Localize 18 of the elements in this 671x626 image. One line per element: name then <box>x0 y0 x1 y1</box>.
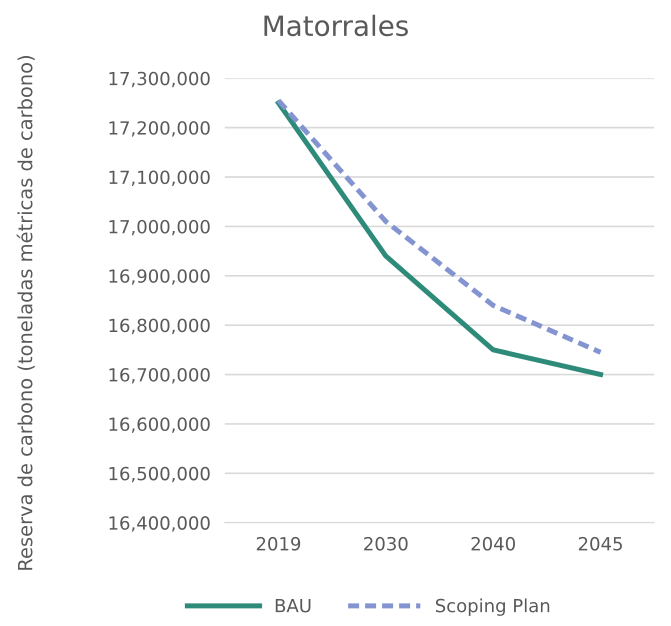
y-tick-label: 16,800,000 <box>110 318 210 334</box>
y-tick-label: 17,100,000 <box>110 170 210 186</box>
x-tick-label: 2030 <box>364 536 408 551</box>
y-axis-title: Reserva de carbono (toneladas métricas de carbono) <box>16 56 35 570</box>
y-tick-label: 17,000,000 <box>110 220 210 236</box>
y-tick-label: 16,900,000 <box>110 269 210 285</box>
y-tick-label: 16,400,000 <box>110 516 210 532</box>
x-tick-label: 2040 <box>472 536 515 551</box>
chart-title: Matorrales <box>264 14 408 36</box>
x-tick-label: 2045 <box>578 536 622 551</box>
legend-label: Scoping Plan <box>436 598 550 616</box>
y-tick-label: 17,300,000 <box>110 72 210 88</box>
x-tick-label: 2019 <box>256 536 300 551</box>
y-tick-label: 17,200,000 <box>110 121 210 137</box>
y-tick-label: 16,500,000 <box>110 466 210 482</box>
legend-label: BAU <box>276 598 310 612</box>
y-tick-label: 16,600,000 <box>110 417 210 433</box>
y-tick-label: 16,700,000 <box>110 368 210 384</box>
